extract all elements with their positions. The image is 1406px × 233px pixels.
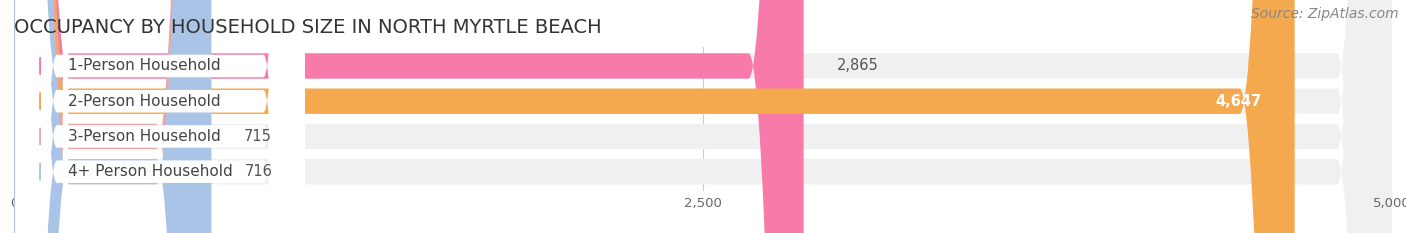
Text: 2,865: 2,865 bbox=[837, 58, 879, 73]
FancyBboxPatch shape bbox=[14, 0, 1295, 233]
FancyBboxPatch shape bbox=[15, 0, 305, 233]
Text: OCCUPANCY BY HOUSEHOLD SIZE IN NORTH MYRTLE BEACH: OCCUPANCY BY HOUSEHOLD SIZE IN NORTH MYR… bbox=[14, 18, 602, 37]
Text: 4,647: 4,647 bbox=[1215, 94, 1261, 109]
FancyBboxPatch shape bbox=[14, 0, 211, 233]
FancyBboxPatch shape bbox=[14, 0, 1392, 233]
Text: 3-Person Household: 3-Person Household bbox=[67, 129, 221, 144]
FancyBboxPatch shape bbox=[14, 0, 804, 233]
FancyBboxPatch shape bbox=[14, 0, 1392, 233]
Text: 716: 716 bbox=[245, 164, 273, 179]
FancyBboxPatch shape bbox=[15, 0, 305, 233]
Text: 2-Person Household: 2-Person Household bbox=[67, 94, 221, 109]
Text: 1-Person Household: 1-Person Household bbox=[67, 58, 221, 73]
FancyBboxPatch shape bbox=[15, 0, 305, 233]
Text: Source: ZipAtlas.com: Source: ZipAtlas.com bbox=[1251, 7, 1399, 21]
FancyBboxPatch shape bbox=[14, 0, 211, 233]
FancyBboxPatch shape bbox=[14, 0, 1392, 233]
Text: 715: 715 bbox=[245, 129, 271, 144]
FancyBboxPatch shape bbox=[15, 0, 305, 233]
FancyBboxPatch shape bbox=[14, 0, 1392, 233]
Text: 4+ Person Household: 4+ Person Household bbox=[67, 164, 232, 179]
